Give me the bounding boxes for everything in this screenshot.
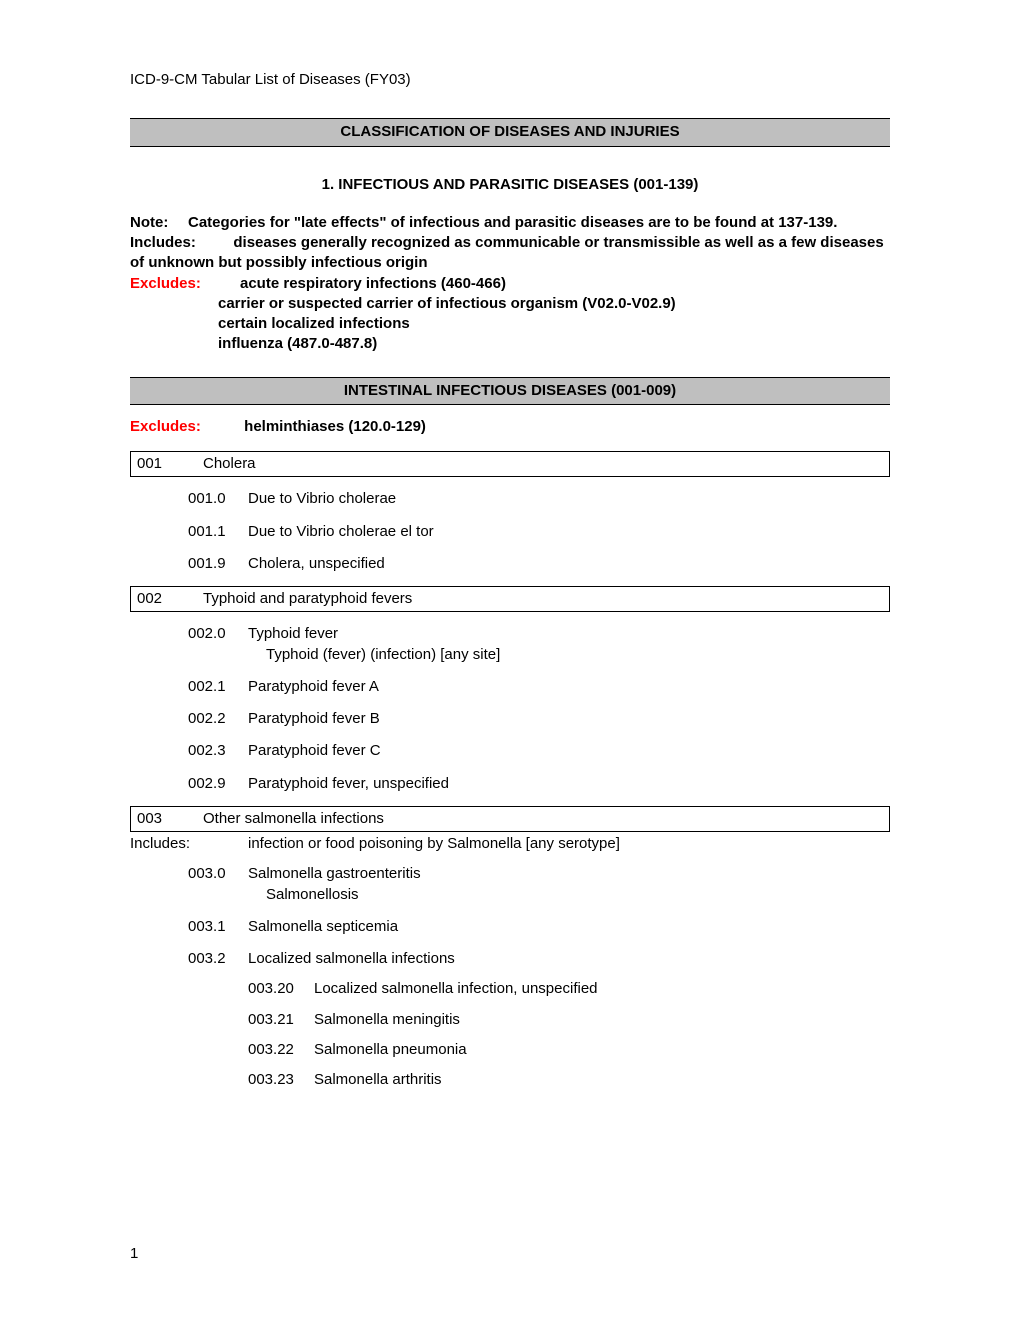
subsubcategory-text: Localized salmonella infection, unspecif… bbox=[314, 979, 890, 999]
category-code: 003 bbox=[137, 809, 203, 829]
subcategory-note: Salmonellosis bbox=[248, 886, 359, 903]
subcategory-code: 001.0 bbox=[188, 489, 248, 509]
subcategory-text: Due to Vibrio cholerae bbox=[248, 489, 890, 509]
subcategory-text: Due to Vibrio cholerae el tor bbox=[248, 522, 890, 542]
subcategory-row: 003.2 Localized salmonella infections bbox=[130, 949, 890, 969]
subcategory-code: 002.3 bbox=[188, 741, 248, 761]
subcategory-code: 003.2 bbox=[188, 949, 248, 969]
subcategory-text: Salmonella septicemia bbox=[248, 917, 890, 937]
page-number: 1 bbox=[130, 1244, 138, 1264]
subsubcategory-row: 003.20 Localized salmonella infection, u… bbox=[130, 979, 890, 999]
subcategory-row: 001.1 Due to Vibrio cholerae el tor bbox=[130, 522, 890, 542]
includes-label: Includes: bbox=[130, 834, 248, 854]
category-box: 003 Other salmonella infections bbox=[130, 806, 890, 832]
category-includes: Includes: infection or food poisoning by… bbox=[130, 834, 890, 854]
category-code: 002 bbox=[137, 589, 203, 609]
category-box: 002 Typhoid and paratyphoid fevers bbox=[130, 586, 890, 612]
excludes-line: carrier or suspected carrier of infectio… bbox=[130, 294, 890, 314]
subcategory-row: 001.0 Due to Vibrio cholerae bbox=[130, 489, 890, 509]
category-title: Typhoid and paratyphoid fevers bbox=[203, 589, 412, 609]
includes-text: diseases generally recognized as communi… bbox=[130, 234, 884, 271]
subsubcategory-row: 003.23 Salmonella arthritis bbox=[130, 1070, 890, 1090]
note-label: Note: bbox=[130, 213, 188, 233]
excludes-line: certain localized infections bbox=[130, 314, 890, 334]
subcategory-text: Cholera, unspecified bbox=[248, 554, 890, 574]
note-text: Categories for "late effects" of infecti… bbox=[188, 213, 890, 233]
document-title: ICD-9-CM Tabular List of Diseases (FY03) bbox=[130, 70, 890, 90]
subcategory-note: Typhoid (fever) (infection) [any site] bbox=[248, 646, 500, 663]
subsubcategory-code: 003.20 bbox=[248, 979, 314, 999]
subsubcategory-code: 003.21 bbox=[248, 1010, 314, 1030]
subcategory-text: Paratyphoid fever B bbox=[248, 709, 890, 729]
subcategory-text: Paratyphoid fever A bbox=[248, 677, 890, 697]
chapter-notes: Note: Categories for "late effects" of i… bbox=[130, 213, 890, 355]
subcategory-row: 002.3 Paratyphoid fever C bbox=[130, 741, 890, 761]
subcategory-code: 003.1 bbox=[188, 917, 248, 937]
subsubcategory-text: Salmonella meningitis bbox=[314, 1010, 890, 1030]
subcategory-code: 002.2 bbox=[188, 709, 248, 729]
includes-text: infection or food poisoning by Salmonell… bbox=[248, 834, 620, 854]
subcategory-row: 003.0 Salmonella gastroenteritis Salmone… bbox=[130, 864, 890, 905]
subsubcategory-text: Salmonella arthritis bbox=[314, 1070, 890, 1090]
subsubcategory-text: Salmonella pneumonia bbox=[314, 1040, 890, 1060]
subcategory-text: Salmonella gastroenteritis Salmonellosis bbox=[248, 864, 890, 905]
subcategory-code: 002.0 bbox=[188, 624, 248, 665]
section-header-bar: INTESTINAL INFECTIOUS DISEASES (001-009) bbox=[130, 377, 890, 405]
subcategory-row: 002.9 Paratyphoid fever, unspecified bbox=[130, 774, 890, 794]
main-header-bar: CLASSIFICATION OF DISEASES AND INJURIES bbox=[130, 118, 890, 146]
subsubcategory-code: 003.23 bbox=[248, 1070, 314, 1090]
subcategory-row: 002.1 Paratyphoid fever A bbox=[130, 677, 890, 697]
subcategory-code: 001.9 bbox=[188, 554, 248, 574]
excludes-label: Excludes: bbox=[130, 274, 240, 294]
section-excludes-text: helminthiases (120.0-129) bbox=[244, 418, 426, 435]
category-title: Cholera bbox=[203, 454, 256, 474]
subsubcategory-row: 003.22 Salmonella pneumonia bbox=[130, 1040, 890, 1060]
includes-label: Includes: bbox=[130, 234, 196, 251]
subcategory-text: Paratyphoid fever, unspecified bbox=[248, 774, 890, 794]
section-excludes-label: Excludes: bbox=[130, 417, 240, 437]
subcategory-row: 002.0 Typhoid fever Typhoid (fever) (inf… bbox=[130, 624, 890, 665]
subcategory-row: 003.1 Salmonella septicemia bbox=[130, 917, 890, 937]
subcategory-text: Typhoid fever Typhoid (fever) (infection… bbox=[248, 624, 890, 665]
chapter-header: 1. INFECTIOUS AND PARASITIC DISEASES (00… bbox=[130, 175, 890, 195]
category-code: 001 bbox=[137, 454, 203, 474]
subcategory-code: 001.1 bbox=[188, 522, 248, 542]
category-box: 001 Cholera bbox=[130, 451, 890, 477]
subcategory-row: 001.9 Cholera, unspecified bbox=[130, 554, 890, 574]
excludes-line: acute respiratory infections (460-466) bbox=[240, 274, 890, 294]
excludes-line: influenza (487.0-487.8) bbox=[130, 334, 890, 354]
category-title: Other salmonella infections bbox=[203, 809, 384, 829]
subcategory-code: 003.0 bbox=[188, 864, 248, 905]
section-excludes: Excludes: helminthiases (120.0-129) bbox=[130, 417, 890, 437]
subcategory-code: 002.9 bbox=[188, 774, 248, 794]
subcategory-text: Paratyphoid fever C bbox=[248, 741, 890, 761]
subsubcategory-code: 003.22 bbox=[248, 1040, 314, 1060]
subcategory-text: Localized salmonella infections bbox=[248, 949, 890, 969]
subsubcategory-row: 003.21 Salmonella meningitis bbox=[130, 1010, 890, 1030]
subcategory-row: 002.2 Paratyphoid fever B bbox=[130, 709, 890, 729]
subcategory-code: 002.1 bbox=[188, 677, 248, 697]
